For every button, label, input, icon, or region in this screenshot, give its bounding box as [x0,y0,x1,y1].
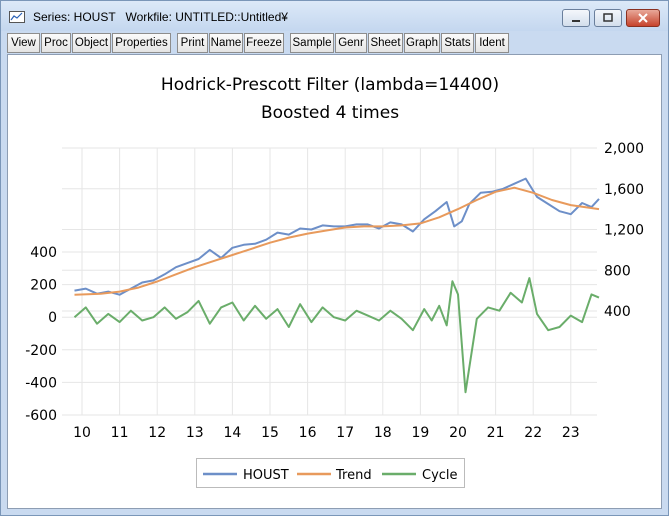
left-tick-label: -400 [25,375,57,391]
legend-label-cycle: Cycle [422,468,458,483]
x-tick-label: 14 [223,425,241,441]
properties-button[interactable]: Properties [112,33,171,53]
graph-button[interactable]: Graph [404,33,440,53]
legend-label-trend: Trend [335,468,372,483]
right-tick-label: 1,600 [604,182,644,198]
view-button[interactable]: View [7,33,40,53]
x-tick-label: 16 [299,425,317,441]
right-tick-label: 2,000 [604,141,644,157]
x-tick-label: 18 [374,425,392,441]
x-tick-label: 10 [73,425,91,441]
left-tick-label: -600 [25,408,57,424]
series-line-houst [74,177,600,296]
left-tick-label: 0 [48,310,57,326]
maximize-icon [603,13,613,22]
stats-button[interactable]: Stats [441,33,474,53]
chart-legend: HOUST Trend Cycle [196,458,465,488]
left-tick-label: -200 [25,343,57,359]
x-tick-label: 17 [336,425,354,441]
x-tick-label: 15 [261,425,279,441]
right-tick-label: 800 [604,263,631,279]
freeze-button[interactable]: Freeze [244,33,284,53]
right-tick-label: 400 [604,304,631,320]
close-button[interactable] [626,9,660,27]
print-button[interactable]: Print [177,33,208,53]
close-icon [638,13,648,23]
graph-area[interactable] [7,54,662,509]
ident-button[interactable]: Ident [475,33,509,53]
series-line-trend [74,186,600,296]
series-line-cycle [73,277,600,394]
x-tick-label: 11 [111,425,129,441]
graph-icon [9,11,25,23]
x-tick-label: 23 [562,425,580,441]
sheet-button[interactable]: Sheet [368,33,403,53]
x-tick-label: 13 [186,425,204,441]
genr-button[interactable]: Genr [335,33,367,53]
object-button[interactable]: Object [72,33,111,53]
toolbar: View Proc Object Properties Print Name F… [7,32,662,54]
proc-button[interactable]: Proc [41,33,71,53]
right-tick-label: 1,200 [604,223,644,239]
chart-subtitle: Boosted 4 times [261,103,399,123]
left-tick-label: 400 [30,245,57,261]
x-tick-label: 20 [449,425,467,441]
series-lines [73,177,600,394]
x-tick-label: 22 [524,425,542,441]
legend-label-houst: HOUST [243,468,289,483]
left-tick-label: 200 [30,278,57,294]
minimize-icon [572,20,580,22]
maximize-button[interactable] [594,9,622,27]
title-bar[interactable]: Series: HOUST Workfile: UNTITLED::Untitl… [1,1,668,31]
name-button[interactable]: Name [209,33,243,53]
chart-title: Hodrick-Prescott Filter (lambda=14400) [161,75,499,95]
minimize-button[interactable] [562,9,590,27]
axis-labels: 10 11 12 13 14 15 16 17 18 19 20 21 22 23 2,000 1,600 1,… [25,141,644,441]
x-tick-label: 19 [411,425,429,441]
sample-button[interactable]: Sample [290,33,334,53]
x-tick-label: 21 [487,425,505,441]
x-tick-label: 12 [148,425,166,441]
window-title: Series: HOUST Workfile: UNTITLED::Untitl… [33,10,288,24]
